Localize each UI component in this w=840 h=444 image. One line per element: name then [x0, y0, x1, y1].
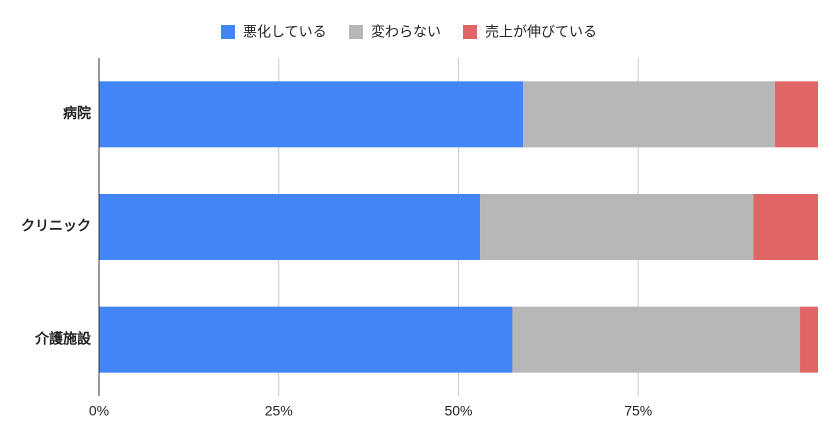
x-tick-label: 75% — [624, 403, 652, 419]
x-tick-label: 0% — [89, 403, 109, 419]
bar-segment — [774, 81, 818, 148]
y-tick-label: 介護施設 — [34, 330, 92, 346]
x-tick-label: 50% — [444, 403, 472, 419]
y-tick-label: クリニック — [21, 218, 91, 234]
bar-segment — [480, 194, 754, 260]
legend-swatch — [463, 25, 477, 39]
bar-segment — [99, 194, 481, 260]
legend-label: 売上が伸びている — [485, 24, 597, 40]
bar-segment — [800, 306, 818, 373]
y-tick-label: 病院 — [63, 105, 91, 121]
bar-segment — [99, 81, 524, 148]
bar-segment — [99, 306, 513, 373]
legend-swatch — [349, 25, 363, 39]
legend-label: 悪化している — [243, 24, 327, 40]
legend-swatch — [221, 25, 235, 39]
legend-label: 変わらない — [371, 24, 441, 40]
bar-segment — [512, 306, 801, 373]
bar-segment — [753, 194, 818, 260]
x-tick-label: 25% — [265, 403, 293, 419]
bar-segment — [523, 81, 775, 148]
